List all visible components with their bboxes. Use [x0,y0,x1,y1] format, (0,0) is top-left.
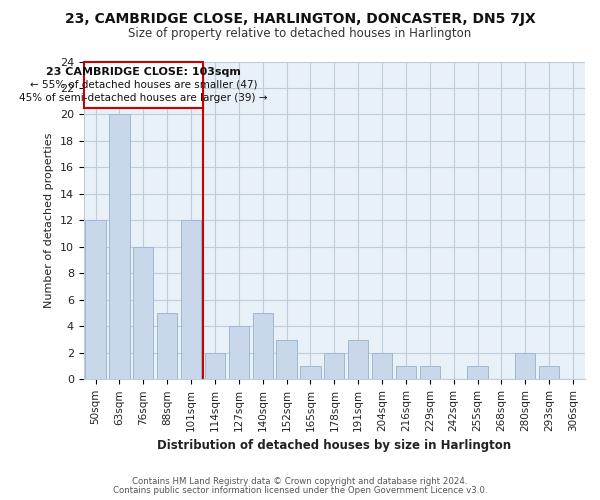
Text: Size of property relative to detached houses in Harlington: Size of property relative to detached ho… [128,28,472,40]
Bar [277,340,297,380]
Bar [85,220,106,380]
Bar [539,366,559,380]
Bar [205,353,225,380]
Text: 23, CAMBRIDGE CLOSE, HARLINGTON, DONCASTER, DN5 7JX: 23, CAMBRIDGE CLOSE, HARLINGTON, DONCAST… [65,12,535,26]
Bar [372,353,392,380]
Bar [324,353,344,380]
Bar [301,366,320,380]
Bar [348,340,368,380]
FancyBboxPatch shape [84,62,203,108]
Bar [467,366,488,380]
Bar [181,220,201,380]
Bar [157,313,178,380]
Text: Contains HM Land Registry data © Crown copyright and database right 2024.: Contains HM Land Registry data © Crown c… [132,477,468,486]
Y-axis label: Number of detached properties: Number of detached properties [44,132,54,308]
Bar [253,313,273,380]
Bar [229,326,249,380]
Text: 45% of semi-detached houses are larger (39) →: 45% of semi-detached houses are larger (… [19,92,268,102]
Bar [396,366,416,380]
Bar [419,366,440,380]
Text: Contains public sector information licensed under the Open Government Licence v3: Contains public sector information licen… [113,486,487,495]
X-axis label: Distribution of detached houses by size in Harlington: Distribution of detached houses by size … [157,440,511,452]
Text: 23 CAMBRIDGE CLOSE: 103sqm: 23 CAMBRIDGE CLOSE: 103sqm [46,68,241,78]
Text: ← 55% of detached houses are smaller (47): ← 55% of detached houses are smaller (47… [30,80,257,90]
Bar [109,114,130,380]
Bar [515,353,535,380]
Bar [133,247,154,380]
